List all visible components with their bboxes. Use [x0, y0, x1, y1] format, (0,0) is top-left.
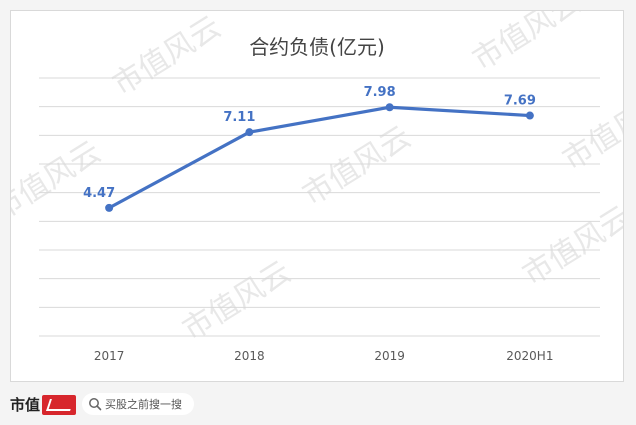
watermark-text: 市值风云 — [297, 120, 417, 213]
footer-bar: 市值 买股之前搜一搜 — [0, 388, 636, 425]
data-point — [525, 111, 534, 120]
brand-mark-icon — [42, 394, 77, 415]
watermark-text: 市值风云 — [107, 11, 227, 103]
x-tick-label: 2018 — [234, 349, 265, 363]
data-point — [385, 103, 394, 112]
data-labels: 4.47 7.11 7.98 7.69 — [83, 85, 536, 201]
x-tick-label: 2020H1 — [506, 349, 553, 363]
chart-card: 市值风云 市值风云 市值风云 市值风云 市值风云 市值风云 市值风云 合约负债(亿元) 20… — [10, 10, 624, 382]
brand-logo[interactable]: 市值 — [10, 394, 77, 415]
data-points — [105, 103, 534, 212]
chart-title: 合约负债(亿元) — [249, 35, 385, 59]
data-label: 4.47 — [83, 186, 115, 201]
watermark-text: 市值风云 — [177, 255, 297, 348]
data-point — [245, 128, 254, 137]
x-tick-label: 2017 — [94, 349, 125, 363]
x-tick-label: 2019 — [374, 349, 405, 363]
data-point — [105, 203, 114, 212]
x-tick-labels: 2017 2018 2019 2020H1 — [94, 349, 554, 363]
search-box[interactable]: 买股之前搜一搜 — [82, 393, 194, 415]
search-text: 买股之前搜一搜 — [105, 398, 182, 411]
data-label: 7.98 — [364, 85, 396, 100]
brand-text: 市值 — [10, 396, 41, 414]
data-label: 7.11 — [223, 110, 255, 125]
watermark-text: 市值风云 — [11, 135, 107, 228]
series-line — [107, 105, 532, 210]
search-icon — [89, 398, 102, 411]
gridlines — [39, 77, 600, 337]
data-label: 7.69 — [504, 94, 536, 109]
watermark-text: 市值风云 — [467, 11, 587, 78]
